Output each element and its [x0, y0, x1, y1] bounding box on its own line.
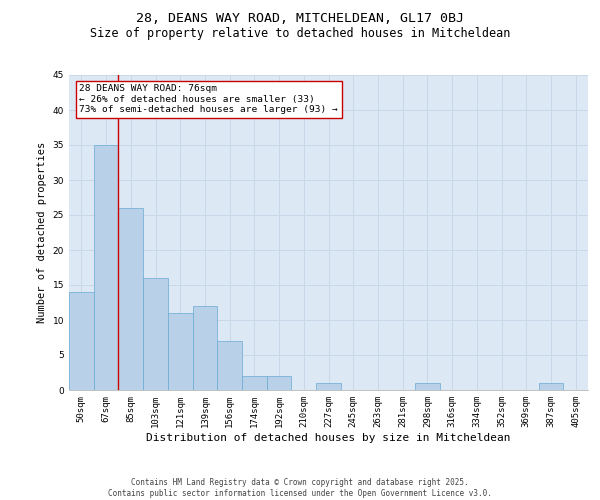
Y-axis label: Number of detached properties: Number of detached properties — [37, 142, 47, 323]
Text: 28, DEANS WAY ROAD, MITCHELDEAN, GL17 0BJ: 28, DEANS WAY ROAD, MITCHELDEAN, GL17 0B… — [136, 12, 464, 26]
Bar — [242, 376, 267, 390]
X-axis label: Distribution of detached houses by size in Mitcheldean: Distribution of detached houses by size … — [146, 432, 511, 442]
Bar — [143, 278, 168, 390]
Bar — [118, 208, 143, 390]
Text: Contains HM Land Registry data © Crown copyright and database right 2025.
Contai: Contains HM Land Registry data © Crown c… — [108, 478, 492, 498]
Bar — [168, 313, 193, 390]
Bar — [94, 145, 118, 390]
Text: 28 DEANS WAY ROAD: 76sqm
← 26% of detached houses are smaller (33)
73% of semi-d: 28 DEANS WAY ROAD: 76sqm ← 26% of detach… — [79, 84, 338, 114]
Bar — [267, 376, 292, 390]
Text: Size of property relative to detached houses in Mitcheldean: Size of property relative to detached ho… — [90, 28, 510, 40]
Bar — [69, 292, 94, 390]
Bar — [217, 341, 242, 390]
Bar — [539, 383, 563, 390]
Bar — [415, 383, 440, 390]
Bar — [193, 306, 217, 390]
Bar — [316, 383, 341, 390]
